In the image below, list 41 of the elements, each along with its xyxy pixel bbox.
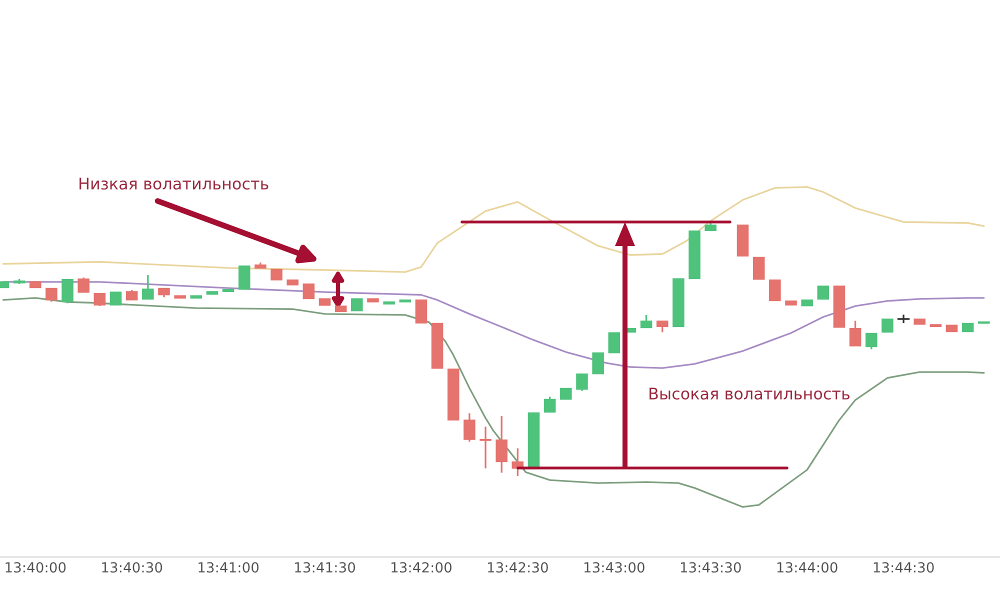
- candlestick: [817, 286, 830, 300]
- x-tick-label: 13:40:00: [6, 562, 66, 573]
- x-tick-label: 13:44:00: [777, 562, 838, 573]
- candlestick: [480, 426, 492, 470]
- candlestick: [302, 284, 315, 300]
- candlestick: [592, 352, 604, 374]
- x-tick-label: 13:40:30: [102, 562, 162, 573]
- candlestick: [769, 279, 781, 302]
- x-tick-label: 13:42:30: [488, 562, 548, 573]
- candlestick: [94, 292, 106, 307]
- x-tick-label: 13:41:00: [198, 562, 259, 573]
- candlestick: [270, 268, 282, 280]
- annotation: Высокая волатильность: [650, 388, 850, 400]
- candlestick: [608, 332, 620, 354]
- x-tick-label: 13:43:00: [584, 562, 644, 573]
- candlestick: [849, 320, 862, 347]
- candlestick: [752, 256, 765, 280]
- candlestick: [110, 292, 122, 306]
- candlestick: [62, 278, 74, 304]
- candlestick: [126, 289, 138, 301]
- candlestick: [865, 332, 878, 350]
- candlestick: [78, 276, 90, 294]
- text: Низкая волатильность: [80, 178, 268, 190]
- candlestick: [640, 314, 652, 328]
- candlestick: [560, 388, 572, 400]
- candlestick: [544, 396, 556, 414]
- x-tick-label: 13:42:00: [392, 562, 452, 573]
- candlestick: [576, 373, 588, 392]
- candlestick: [46, 287, 58, 303]
- candlestick: [238, 266, 250, 290]
- candlestick: [656, 320, 668, 334]
- x-tick-label: 13:41:30: [295, 562, 356, 573]
- candlestick: [897, 314, 910, 324]
- x-tick-label: 13:43:30: [680, 562, 741, 573]
- candlestick: [415, 300, 428, 324]
- x-tick-label: 13:44:30: [874, 562, 934, 573]
- candlestick: [496, 415, 508, 474]
- candlestick: [882, 318, 894, 333]
- candlestick: [142, 274, 154, 300]
- candlestick: [351, 298, 363, 312]
- candlestick: [464, 412, 476, 443]
